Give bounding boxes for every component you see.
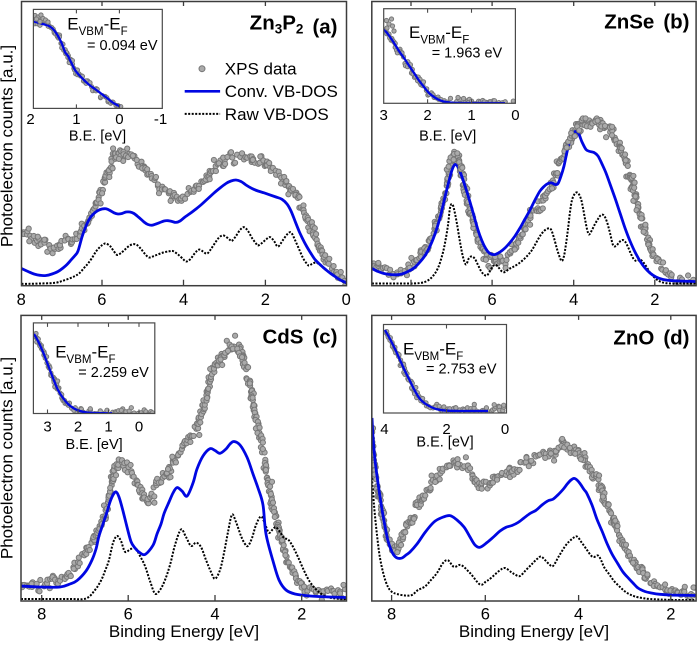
svg-text:8: 8 bbox=[387, 606, 396, 624]
svg-text:= 1.963 eV: = 1.963 eV bbox=[432, 46, 503, 62]
svg-text:Zn3P2(a): Zn3P2 (a) bbox=[250, 12, 338, 39]
svg-text:0: 0 bbox=[135, 418, 143, 435]
svg-text:Photoelectron counts [a.u.]: Photoelectron counts [a.u.] bbox=[0, 45, 17, 247]
svg-text:1: 1 bbox=[104, 418, 112, 435]
svg-text:2: 2 bbox=[423, 107, 431, 124]
svg-text:8: 8 bbox=[17, 291, 26, 309]
svg-text:3: 3 bbox=[380, 107, 388, 124]
svg-text:ZnSe(b): ZnSe (b) bbox=[604, 11, 689, 34]
svg-text:2: 2 bbox=[442, 421, 450, 438]
svg-text:6: 6 bbox=[488, 291, 497, 309]
svg-text:2: 2 bbox=[666, 606, 675, 624]
svg-text:= 2.753 eV: = 2.753 eV bbox=[426, 362, 497, 378]
svg-text:0: 0 bbox=[511, 107, 519, 124]
svg-text:6: 6 bbox=[124, 606, 133, 624]
svg-text:2: 2 bbox=[74, 418, 82, 435]
svg-text:1: 1 bbox=[72, 111, 80, 128]
svg-text:0: 0 bbox=[501, 421, 509, 438]
svg-text:B.E. [eV]: B.E. [eV] bbox=[416, 435, 473, 451]
svg-text:6: 6 bbox=[481, 606, 490, 624]
svg-text:Raw VB-DOS: Raw VB-DOS bbox=[225, 105, 329, 124]
svg-text:3: 3 bbox=[43, 418, 51, 435]
svg-text:1: 1 bbox=[467, 107, 475, 124]
svg-text:2: 2 bbox=[650, 291, 659, 309]
svg-text:ZnO(d): ZnO (d) bbox=[613, 327, 689, 350]
svg-text:2: 2 bbox=[261, 291, 270, 309]
svg-text:CdS(c): CdS (c) bbox=[262, 326, 337, 349]
svg-text:= 0.094 eV: = 0.094 eV bbox=[87, 38, 158, 54]
svg-text:0: 0 bbox=[115, 111, 123, 128]
svg-text:2: 2 bbox=[297, 606, 306, 624]
svg-text:4: 4 bbox=[569, 291, 578, 309]
svg-text:6: 6 bbox=[97, 291, 106, 309]
svg-text:2: 2 bbox=[26, 111, 34, 128]
svg-text:4: 4 bbox=[210, 606, 219, 624]
svg-text:B.E. [eV]: B.E. [eV] bbox=[419, 129, 476, 145]
svg-text:Binding Energy [eV]: Binding Energy [eV] bbox=[109, 622, 259, 641]
svg-text:= 2.259 eV: = 2.259 eV bbox=[78, 365, 149, 381]
svg-text:4: 4 bbox=[380, 421, 388, 438]
svg-text:-1: -1 bbox=[154, 111, 167, 128]
svg-text:8: 8 bbox=[37, 606, 46, 624]
svg-text:4: 4 bbox=[179, 291, 188, 309]
svg-text:Photoelectron counts [a.u.]: Photoelectron counts [a.u.] bbox=[0, 357, 17, 559]
svg-text:Conv. VB-DOS: Conv. VB-DOS bbox=[225, 82, 338, 101]
svg-text:B.E. [eV]: B.E. [eV] bbox=[69, 129, 126, 145]
svg-text:B.E. [eV]: B.E. [eV] bbox=[65, 437, 122, 453]
svg-text:0: 0 bbox=[342, 291, 351, 309]
svg-text:4: 4 bbox=[574, 606, 583, 624]
svg-text:8: 8 bbox=[406, 291, 415, 309]
svg-text:Binding Energy [eV]: Binding Energy [eV] bbox=[459, 622, 609, 641]
svg-text:XPS data: XPS data bbox=[225, 60, 297, 79]
